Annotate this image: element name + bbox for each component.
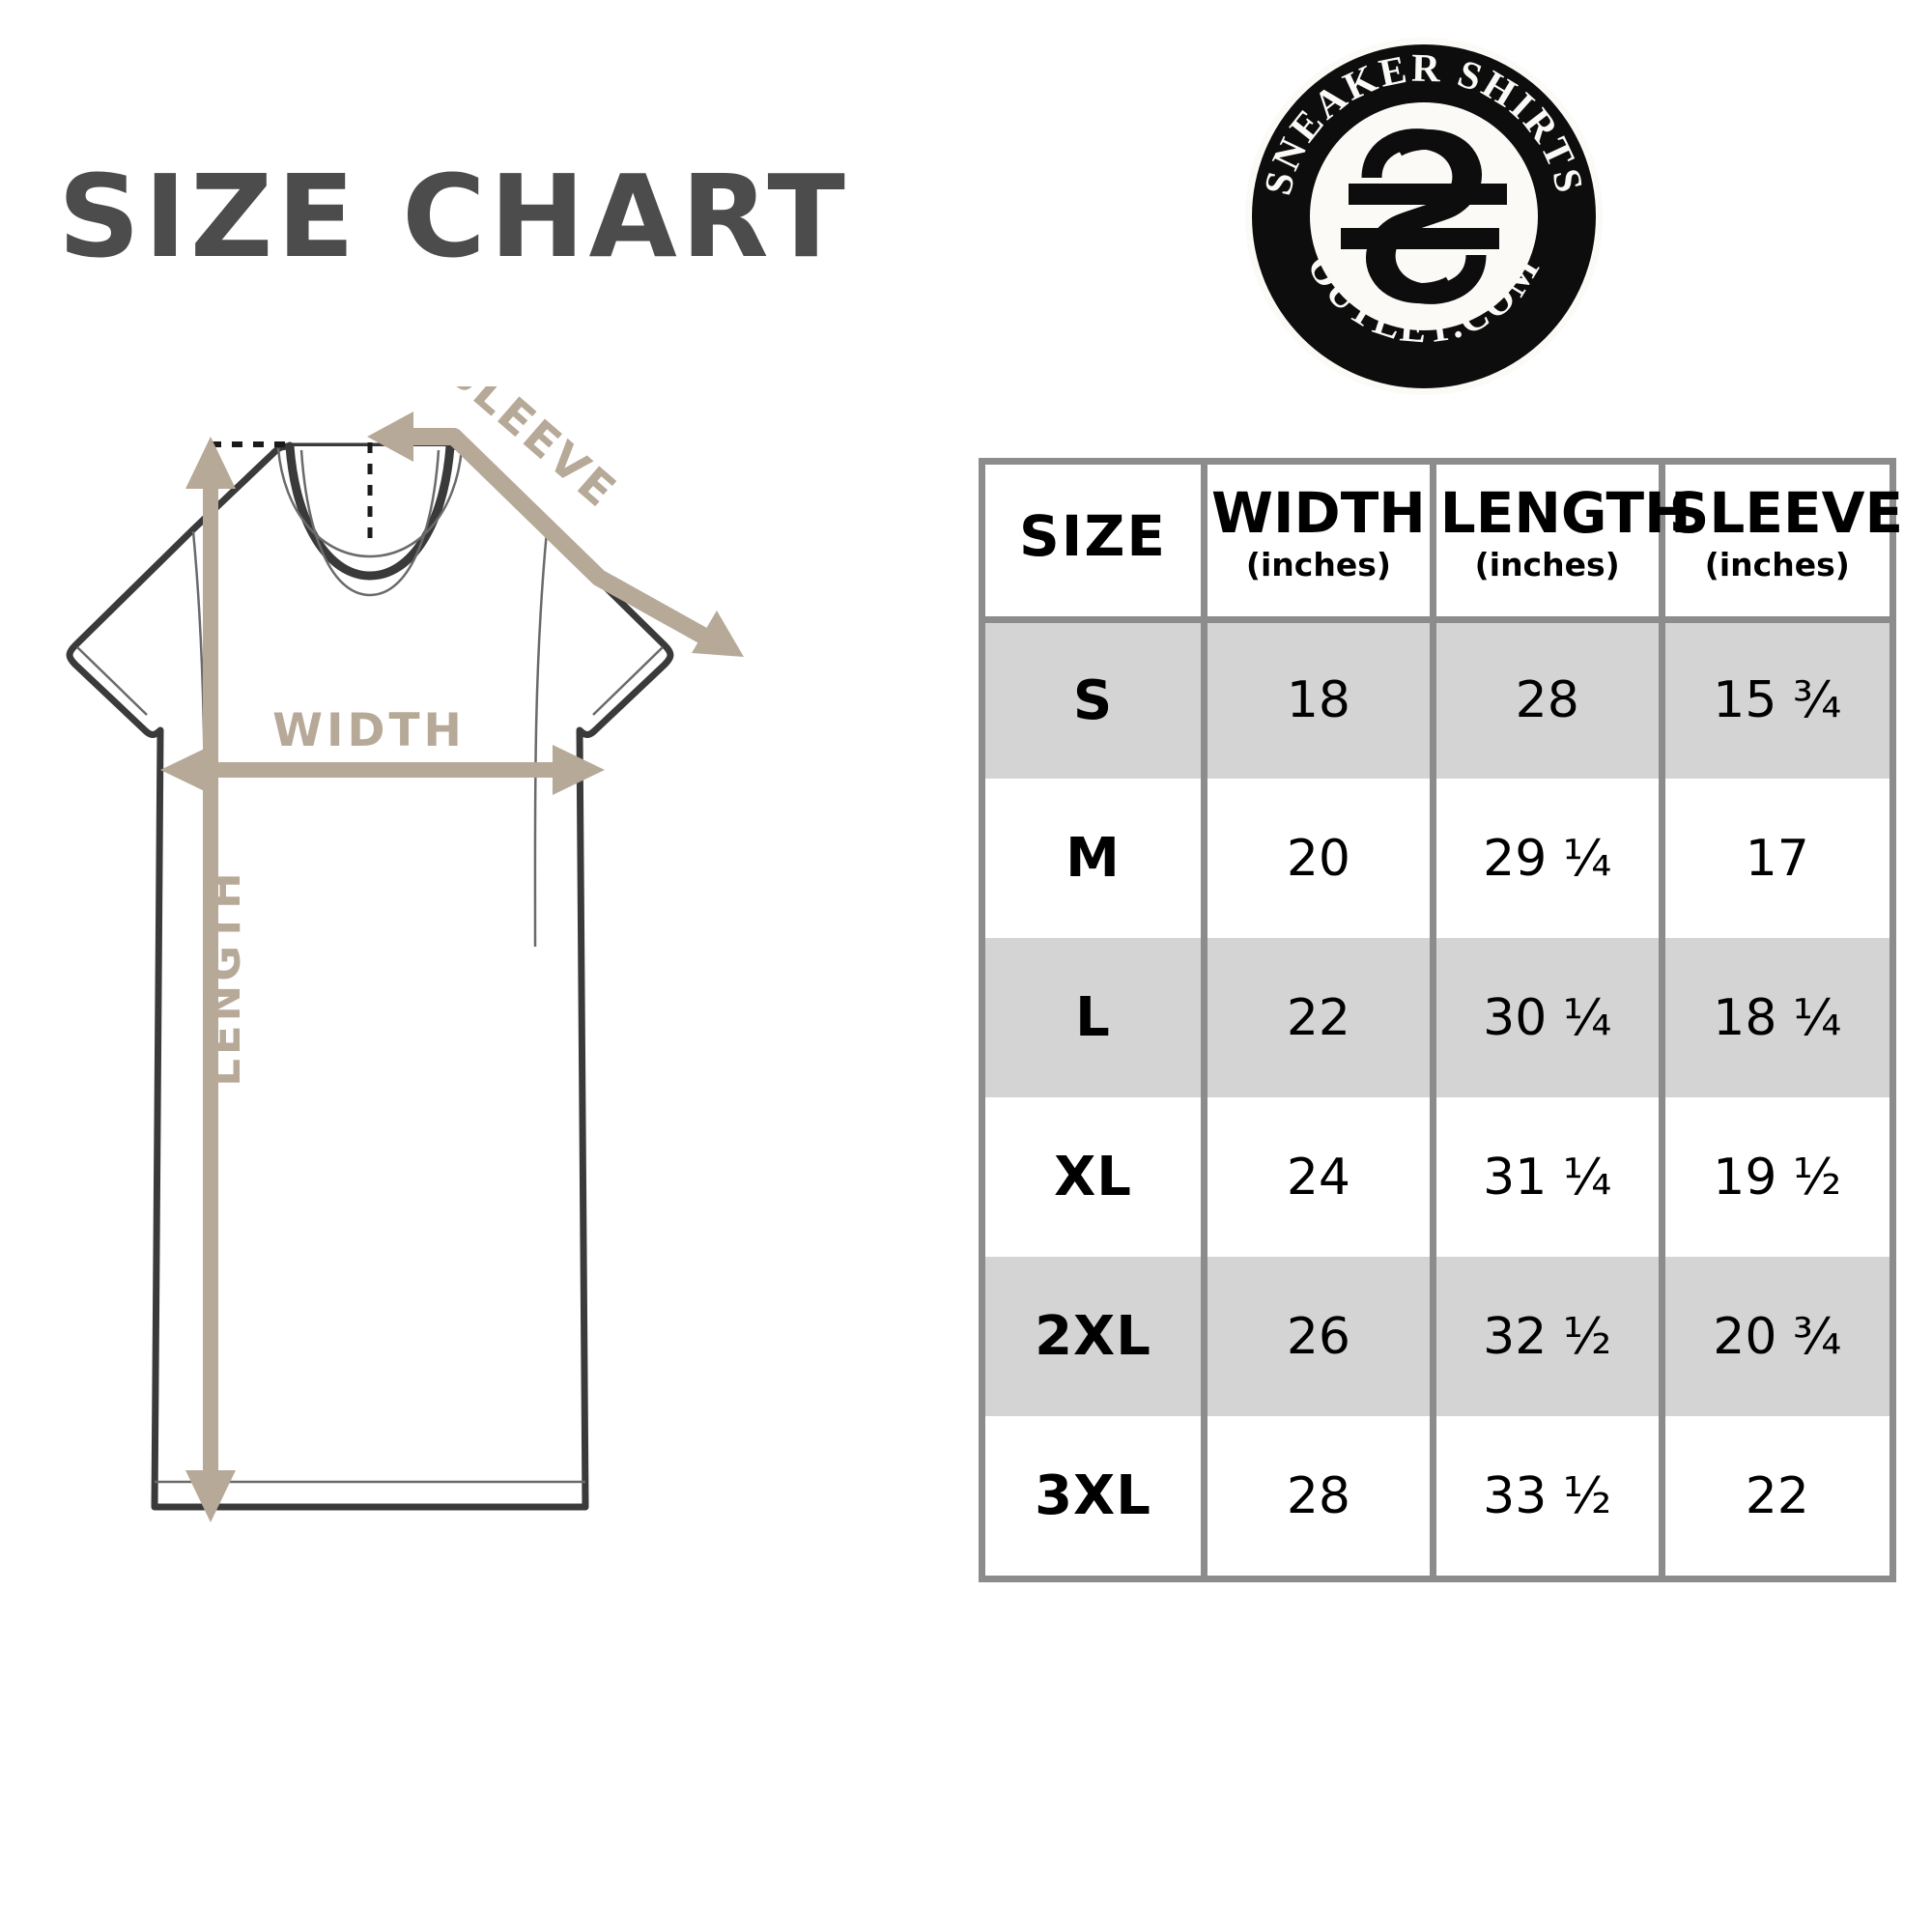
cell-length: 30 ¼ [1429, 938, 1665, 1097]
logo-monogram-ss [1341, 128, 1507, 304]
table-row: M 20 29 ¼ 17 [985, 779, 1889, 938]
brand-logo: SNEAKER SHIRTS OUTLET.COM [1244, 37, 1604, 396]
cell-width: 28 [1201, 1416, 1436, 1576]
shirt-cuff-left [76, 646, 148, 716]
cell-length: 28 [1429, 619, 1665, 779]
cell-width: 24 [1201, 1097, 1436, 1257]
cell-size: 2XL [985, 1257, 1208, 1416]
cell-size: S [985, 619, 1208, 779]
cell-length: 32 ½ [1429, 1257, 1665, 1416]
cell-width: 18 [1201, 619, 1436, 779]
table-row: 3XL 28 33 ½ 22 [985, 1416, 1889, 1576]
cell-size: M [985, 779, 1208, 938]
cell-sleeve: 17 [1658, 779, 1889, 938]
page-title: SIZE CHART [58, 150, 849, 283]
column-header-sleeve: SLEEVE (inches) [1658, 465, 1904, 623]
table-row: S 18 28 15 ¾ [985, 619, 1889, 779]
column-header-size: SIZE [985, 465, 1208, 623]
cell-width: 20 [1201, 779, 1436, 938]
cell-size: XL [985, 1097, 1208, 1257]
column-header-width-label: WIDTH [1211, 479, 1426, 546]
shirt-cuff-right [592, 646, 664, 716]
column-header-length-label: LENGTH [1439, 479, 1691, 546]
cell-length: 29 ¼ [1429, 779, 1665, 938]
sleeve-arrow [367, 412, 744, 657]
table-row: XL 24 31 ¼ 19 ½ [985, 1097, 1889, 1257]
cell-width: 26 [1201, 1257, 1436, 1416]
shirt-sleeve-seam-right [533, 530, 549, 948]
size-chart-table-container: SIZE WIDTH (inches) LENGTH (inches) SLEE… [979, 458, 1904, 1582]
column-header-width-unit: (inches) [1245, 545, 1391, 583]
table-row: L 22 30 ¼ 18 ¼ [985, 938, 1889, 1097]
shirt-outline [66, 442, 674, 1511]
cell-sleeve: 15 ¾ [1658, 619, 1889, 779]
cell-length: 31 ¼ [1429, 1097, 1665, 1257]
column-header-length-unit: (inches) [1474, 545, 1620, 583]
tshirt-measurement-diagram: SLEEVE WIDTH LENGTH [0, 343, 773, 1594]
table-row: 2XL 26 32 ½ 20 ¾ [985, 1257, 1889, 1416]
cell-width: 22 [1201, 938, 1436, 1097]
cell-length: 33 ½ [1429, 1416, 1665, 1576]
cell-sleeve: 19 ½ [1658, 1097, 1889, 1257]
size-chart-table: SIZE WIDTH (inches) LENGTH (inches) SLEE… [985, 465, 1904, 1576]
width-arrow [160, 745, 605, 795]
column-header-size-label: SIZE [1018, 503, 1168, 570]
table-header-row: SIZE WIDTH (inches) LENGTH (inches) SLEE… [985, 465, 1904, 623]
column-header-width: WIDTH (inches) [1201, 465, 1436, 623]
cell-sleeve: 18 ¼ [1658, 938, 1889, 1097]
cell-size: 3XL [985, 1416, 1208, 1576]
shirt-collar-inner-1 [276, 447, 464, 558]
column-header-sleeve-label: SLEEVE [1668, 479, 1904, 546]
column-header-length: LENGTH (inches) [1429, 465, 1691, 623]
column-header-sleeve-unit: (inches) [1704, 545, 1850, 583]
shirt-collar-inner-2 [299, 449, 440, 597]
width-label: WIDTH [272, 704, 466, 757]
cell-sleeve: 20 ¾ [1658, 1257, 1889, 1416]
length-arrow [185, 437, 236, 1522]
cell-size: L [985, 938, 1208, 1097]
length-label: LENGTH [199, 868, 250, 1087]
cell-sleeve: 22 [1658, 1416, 1889, 1576]
